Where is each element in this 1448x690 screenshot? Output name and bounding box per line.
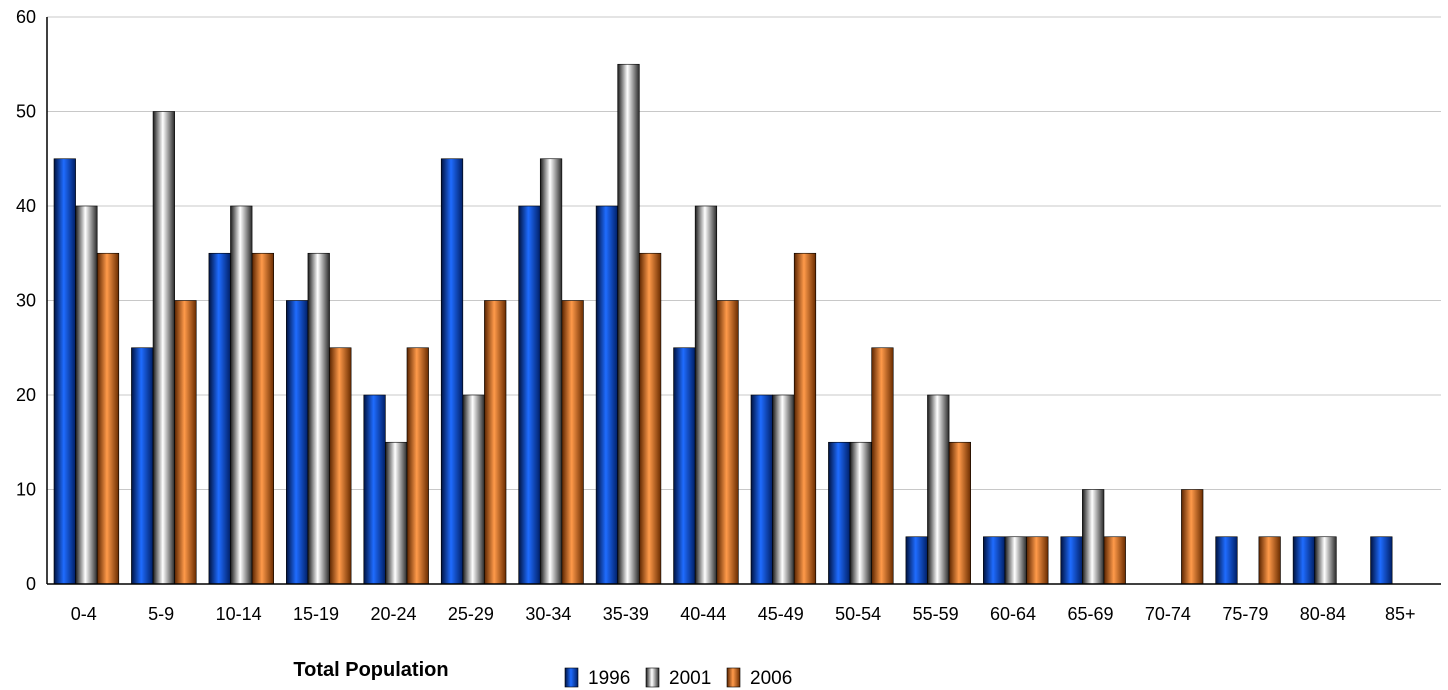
bar-2006-25-29: [484, 300, 507, 585]
legend-label-1996: 1996: [588, 668, 630, 689]
x-tick-label: 75-79: [1222, 604, 1268, 624]
x-tick-label: 45-49: [758, 604, 804, 624]
y-tick-label: 50: [16, 102, 36, 122]
bar-2001-30-34: [539, 158, 563, 585]
bar-2006-10-14: [251, 252, 274, 585]
x-tick-label: 0-4: [71, 604, 97, 624]
bar-2001-15-19: [307, 252, 330, 585]
bar-1996-15-19: [286, 300, 309, 585]
bar-1996-0-4: [53, 158, 76, 585]
bar-2006-35-39: [639, 252, 662, 585]
x-tick-label: 40-44: [680, 604, 726, 624]
bar-1996-45-49: [750, 394, 773, 585]
bar-2006-45-49: [793, 252, 817, 585]
bar-2006-40-44: [716, 300, 739, 585]
bar-1996-50-54: [828, 441, 851, 585]
bar-2006-20-24: [406, 347, 429, 585]
gridlines: [47, 16, 1441, 490]
x-tick-label: 5-9: [148, 604, 174, 624]
x-tick-label: 60-64: [990, 604, 1036, 624]
bar-1996-35-39: [595, 205, 619, 585]
x-tick-label: 20-24: [370, 604, 416, 624]
bar-2001-5-9: [152, 111, 175, 585]
legend-swatch-2001: [645, 667, 660, 688]
bar-1996-60-64: [983, 536, 1006, 585]
x-tick-label: 25-29: [448, 604, 494, 624]
bar-2006-55-59: [948, 441, 971, 585]
y-tick-label: 30: [16, 291, 36, 311]
legend: 1996 2001 2006: [564, 667, 792, 689]
x-tick-label: 35-39: [603, 604, 649, 624]
bar-2001-20-24: [385, 441, 408, 585]
bar-1996-80-84: [1292, 536, 1316, 585]
chart-title: Total Population: [293, 659, 448, 681]
bar-2006-60-64: [1026, 536, 1049, 585]
bar-2001-25-29: [462, 394, 485, 585]
bar-1996-25-29: [440, 158, 464, 585]
bar-2006-30-34: [561, 300, 584, 585]
bar-1996-5-9: [131, 347, 154, 585]
bar-2006-70-74: [1181, 489, 1204, 585]
y-tick-label: 0: [26, 574, 36, 594]
bar-2001-80-84: [1314, 536, 1337, 585]
bar-1996-10-14: [208, 252, 231, 585]
y-axis: 0 10 20 30 40 50 60: [16, 7, 48, 594]
legend-swatch-1996: [564, 667, 579, 688]
bar-2001-10-14: [230, 205, 253, 585]
bar-1996-85+: [1370, 536, 1393, 585]
x-tick-label: 10-14: [216, 604, 262, 624]
x-tick-label: 30-34: [525, 604, 571, 624]
y-tick-label: 40: [16, 196, 36, 216]
bar-2001-0-4: [75, 205, 98, 585]
bar-2001-50-54: [849, 441, 872, 585]
legend-label-2006: 2006: [750, 668, 792, 689]
x-tick-label: 55-59: [913, 604, 959, 624]
x-tick-label: 65-69: [1067, 604, 1113, 624]
legend-swatch-2006: [726, 667, 741, 688]
bar-2001-65-69: [1082, 489, 1105, 585]
x-tick-label: 80-84: [1300, 604, 1346, 624]
bar-2006-65-69: [1103, 536, 1126, 585]
x-tick-label: 70-74: [1145, 604, 1191, 624]
legend-label-2001: 2001: [669, 668, 711, 689]
bar-1996-55-59: [905, 536, 928, 585]
bar-2001-35-39: [617, 63, 640, 585]
bar-2006-15-19: [329, 347, 352, 585]
bar-2001-60-64: [1004, 536, 1027, 585]
bar-1996-40-44: [673, 347, 696, 585]
y-tick-label: 20: [16, 385, 36, 405]
bars: [53, 63, 1393, 585]
x-axis: 0-4 5-9 10-14 15-19 20-24 25-29 30-34 35-39 40-4…: [47, 583, 1441, 624]
bar-1996-65-69: [1060, 536, 1083, 585]
bar-2001-55-59: [927, 394, 950, 585]
bar-2006-75-79: [1258, 536, 1281, 585]
bar-1996-20-24: [363, 394, 386, 585]
bar-1996-30-34: [518, 205, 541, 585]
y-tick-label: 10: [16, 480, 36, 500]
bar-1996-75-79: [1215, 536, 1238, 585]
bar-2001-45-49: [772, 394, 795, 585]
bar-2006-50-54: [871, 347, 894, 585]
bar-2006-5-9: [174, 300, 197, 585]
y-tick-label: 60: [16, 7, 36, 27]
bar-2001-40-44: [694, 205, 718, 585]
x-tick-label: 85+: [1385, 604, 1416, 624]
x-tick-label: 15-19: [293, 604, 339, 624]
x-tick-label: 50-54: [835, 604, 881, 624]
bar-2006-0-4: [96, 252, 120, 585]
